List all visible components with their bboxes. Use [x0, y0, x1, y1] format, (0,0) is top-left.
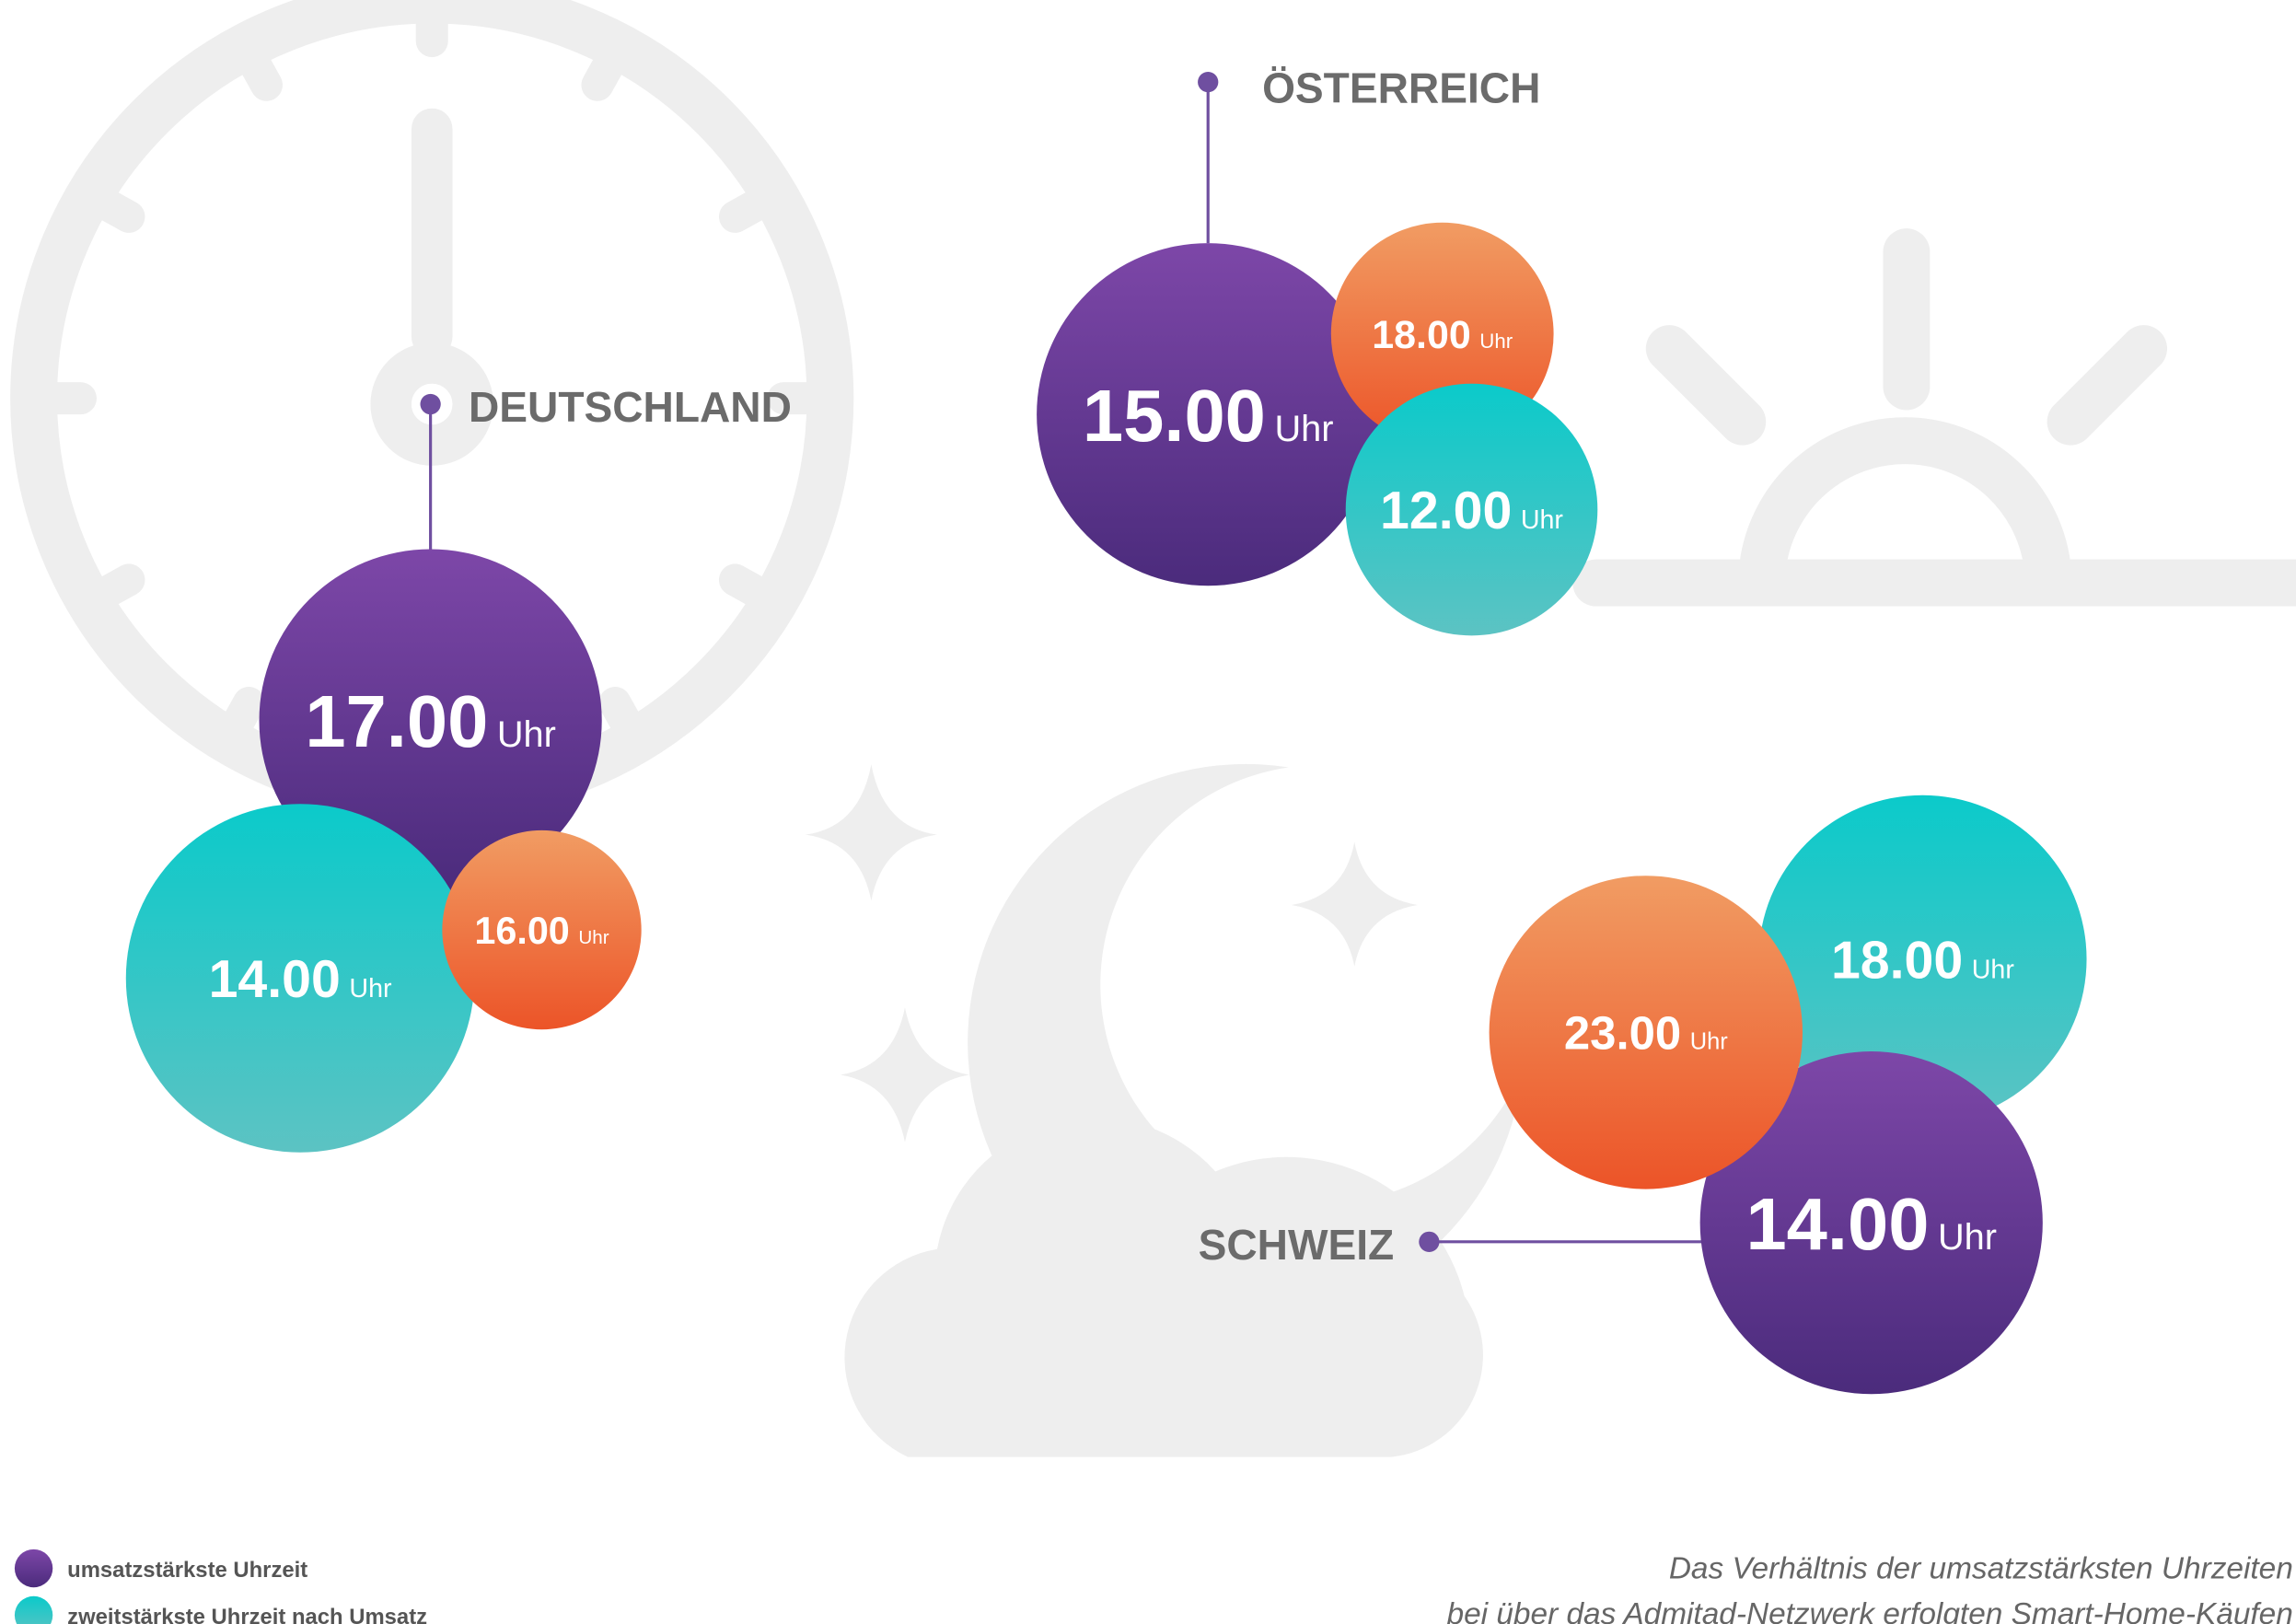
time-value: 17.00 [305, 680, 488, 762]
country-label: SCHWEIZ [1199, 1221, 1395, 1269]
time-unit: Uhr [1972, 955, 2015, 984]
time-unit: Uhr [1274, 409, 1333, 449]
country-label: ÖSTERREICH [1262, 64, 1540, 111]
time-bubble [1758, 795, 2087, 1123]
time-bubble [125, 804, 475, 1153]
time-value: 14.00 [209, 950, 341, 1009]
time-unit: Uhr [1479, 330, 1513, 353]
time-bubble [259, 549, 602, 892]
time-label: 16.00 Uhr [474, 910, 609, 952]
time-bubble [1037, 243, 1380, 586]
time-bubble [442, 829, 642, 1030]
time-label: 18.00 Uhr [1831, 931, 2014, 990]
legend-label: umsatzstärkste Uhrzeit [67, 1558, 307, 1583]
time-unit: Uhr [1690, 1029, 1729, 1055]
time-value: 18.00 [1372, 313, 1470, 357]
time-label: 23.00 Uhr [1564, 1007, 1728, 1060]
pointer-dot [420, 393, 441, 415]
legend-swatch [14, 1595, 53, 1624]
time-value: 14.00 [1745, 1183, 1929, 1265]
pointer-dot [1198, 71, 1219, 93]
night-icon [805, 763, 1524, 1457]
legend-swatch [14, 1549, 53, 1588]
time-label: 14.00 Uhr [1745, 1183, 1997, 1265]
time-unit: Uhr [1938, 1217, 1997, 1258]
time-value: 23.00 [1564, 1007, 1681, 1060]
caption: bei über das Admitad-Netzwerk erfolgten … [1447, 1597, 2293, 1624]
time-unit: Uhr [349, 974, 392, 1003]
time-label: 18.00 Uhr [1372, 313, 1513, 357]
time-label: 17.00 Uhr [305, 680, 556, 762]
time-bubble [1489, 876, 1803, 1189]
time-value: 16.00 [474, 910, 569, 952]
time-bubble [1699, 1051, 2043, 1395]
time-unit: Uhr [578, 927, 609, 948]
time-bubble [1345, 383, 1598, 636]
time-unit: Uhr [497, 714, 556, 755]
time-label: 14.00 Uhr [209, 950, 392, 1009]
time-label: 15.00 Uhr [1083, 375, 1334, 457]
time-value: 15.00 [1083, 375, 1266, 457]
sun-icon [1572, 228, 2296, 607]
time-value: 18.00 [1831, 931, 1963, 990]
pointer-dot [1419, 1231, 1440, 1252]
time-label: 12.00 Uhr [1380, 481, 1563, 540]
country-label: DEUTSCHLAND [469, 383, 792, 431]
legend-label: zweitstärkste Uhrzeit nach Umsatz [67, 1605, 427, 1624]
time-unit: Uhr [1521, 505, 1564, 535]
caption: Das Verhältnis der umsatzstärksten Uhrze… [1669, 1552, 2293, 1586]
time-value: 12.00 [1380, 481, 1512, 540]
